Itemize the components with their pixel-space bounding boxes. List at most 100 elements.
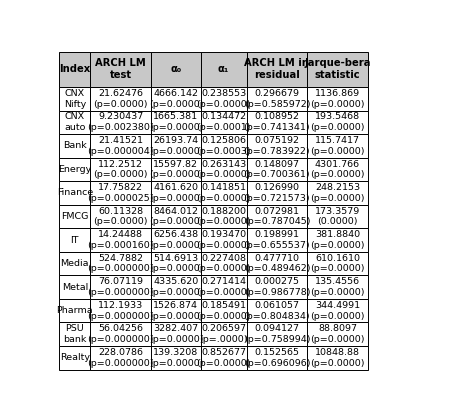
Bar [246, 346, 307, 369]
Text: 0.198991
(p=0.655537): 0.198991 (p=0.655537) [244, 230, 310, 250]
Bar [201, 181, 246, 205]
Text: 0.141851
(p=0.0000): 0.141851 (p=0.0000) [196, 183, 251, 203]
Text: Finance: Finance [57, 188, 93, 197]
Bar [91, 181, 151, 205]
Bar [59, 134, 91, 158]
Bar [201, 158, 246, 181]
Text: 381.8840
(p=0.0000): 381.8840 (p=0.0000) [310, 230, 365, 250]
Text: 0.477710
(p=0.489462): 0.477710 (p=0.489462) [244, 254, 310, 274]
Text: 524.7882
(p=0.000000): 524.7882 (p=0.000000) [88, 254, 154, 274]
Text: 0.061057
(p=0.804834): 0.061057 (p=0.804834) [244, 301, 310, 321]
Text: CNX
auto: CNX auto [64, 113, 85, 132]
Bar [246, 322, 307, 346]
Text: 0.227408
(p=0.0000): 0.227408 (p=0.0000) [196, 254, 251, 274]
Bar [201, 252, 246, 275]
Text: 1526.874
(p=0.0000): 1526.874 (p=0.0000) [149, 301, 203, 321]
Bar [91, 228, 151, 252]
Text: Bank: Bank [63, 141, 87, 151]
Bar [59, 252, 91, 275]
Bar [307, 158, 368, 181]
Bar [246, 181, 307, 205]
Bar [201, 322, 246, 346]
Bar [307, 228, 368, 252]
Text: 1665.381
(p=0.0000): 1665.381 (p=0.0000) [149, 113, 203, 132]
Bar [246, 252, 307, 275]
Bar [246, 205, 307, 228]
Text: 26193.74
(p=0.0000): 26193.74 (p=0.0000) [149, 136, 203, 156]
Bar [91, 275, 151, 299]
Bar [151, 252, 201, 275]
Text: Index: Index [59, 64, 91, 74]
Text: 0.072981
(p=0.787045): 0.072981 (p=0.787045) [244, 206, 310, 226]
Text: FMCG: FMCG [61, 212, 89, 221]
Text: 10848.88
(p=0.0000): 10848.88 (p=0.0000) [310, 348, 365, 368]
Bar [59, 111, 91, 134]
Bar [151, 275, 201, 299]
Bar [59, 87, 91, 111]
Text: 0.152565
(p=0.696096): 0.152565 (p=0.696096) [244, 348, 310, 368]
Text: 76.07119
(p=0.000000): 76.07119 (p=0.000000) [88, 277, 154, 297]
Text: 0.108952
(p=0.741341): 0.108952 (p=0.741341) [244, 113, 310, 132]
Bar [91, 111, 151, 134]
Bar [307, 299, 368, 322]
Bar [151, 299, 201, 322]
Text: CNX
Nifty: CNX Nifty [64, 89, 86, 108]
Bar [91, 346, 151, 369]
Text: 0.185491
(p=0.0000): 0.185491 (p=0.0000) [196, 301, 251, 321]
Bar [91, 322, 151, 346]
Bar [307, 181, 368, 205]
Bar [151, 52, 201, 87]
Text: 0.188200
(p=0.0000): 0.188200 (p=0.0000) [196, 206, 251, 226]
Bar [246, 52, 307, 87]
Text: 0.206597
(p=.0000): 0.206597 (p=.0000) [200, 324, 248, 344]
Bar [91, 52, 151, 87]
Text: Metal: Metal [62, 283, 88, 291]
Bar [91, 252, 151, 275]
Text: 115.7417
(p=0.0000): 115.7417 (p=0.0000) [310, 136, 365, 156]
Bar [59, 299, 91, 322]
Bar [59, 322, 91, 346]
Bar [246, 134, 307, 158]
Bar [307, 111, 368, 134]
Bar [246, 299, 307, 322]
Text: 8464.012
(p=0.0000): 8464.012 (p=0.0000) [149, 206, 203, 226]
Bar [59, 205, 91, 228]
Bar [246, 111, 307, 134]
Bar [201, 346, 246, 369]
Bar [307, 205, 368, 228]
Text: 17.75822
(p=0.000025): 17.75822 (p=0.000025) [88, 183, 154, 203]
Bar [151, 158, 201, 181]
Bar [307, 252, 368, 275]
Bar [307, 322, 368, 346]
Text: 0.125806
(p=0.0003): 0.125806 (p=0.0003) [196, 136, 251, 156]
Text: 21.62476
(p=0.0000): 21.62476 (p=0.0000) [93, 89, 148, 108]
Bar [307, 275, 368, 299]
Text: PSU
bank: PSU bank [63, 324, 87, 344]
Bar [246, 275, 307, 299]
Text: 14.24488
(p=0.000160): 14.24488 (p=0.000160) [88, 230, 154, 250]
Text: ARCH LM in
residual: ARCH LM in residual [245, 58, 310, 80]
Text: 21.41521
(p=0.000004): 21.41521 (p=0.000004) [88, 136, 154, 156]
Text: 0.000275
(p=0.986778): 0.000275 (p=0.986778) [244, 277, 310, 297]
Text: ARCH LM
test: ARCH LM test [95, 58, 146, 80]
Bar [151, 134, 201, 158]
Text: 0.263143
(p=0.0000): 0.263143 (p=0.0000) [196, 160, 251, 179]
Bar [59, 275, 91, 299]
Text: 4301.766
(p=0.0000): 4301.766 (p=0.0000) [310, 160, 365, 179]
Text: 0.238553
(p=0.0000): 0.238553 (p=0.0000) [196, 89, 251, 108]
Text: 135.4556
(p=0.0000): 135.4556 (p=0.0000) [310, 277, 365, 297]
Bar [59, 346, 91, 369]
Text: 60.11328
(p=0.0000): 60.11328 (p=0.0000) [93, 206, 148, 226]
Text: 15597.82
(p=0.0000): 15597.82 (p=0.0000) [149, 160, 203, 179]
Text: 4161.620
(p=0.0000): 4161.620 (p=0.0000) [149, 183, 203, 203]
Text: 56.04256
(p=0.000000): 56.04256 (p=0.000000) [88, 324, 154, 344]
Text: 0.271414
(p=0.0000): 0.271414 (p=0.0000) [196, 277, 251, 297]
Text: 112.2512
(p=0.0000): 112.2512 (p=0.0000) [93, 160, 148, 179]
Bar [201, 111, 246, 134]
Bar [91, 158, 151, 181]
Text: 0.094127
(p=0.758994): 0.094127 (p=0.758994) [244, 324, 310, 344]
Bar [201, 205, 246, 228]
Bar [201, 228, 246, 252]
Text: 0.852677
(p=0.0000): 0.852677 (p=0.0000) [196, 348, 251, 368]
Text: 248.2153
(p=0.0000): 248.2153 (p=0.0000) [310, 183, 365, 203]
